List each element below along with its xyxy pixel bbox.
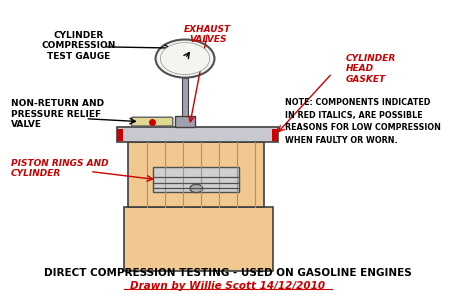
Text: CYLINDER
HEAD
GASKET: CYLINDER HEAD GASKET [346, 54, 396, 84]
Circle shape [155, 39, 214, 78]
Bar [175, 116, 195, 128]
Text: EXHAUST
VALVES: EXHAUST VALVES [184, 25, 231, 44]
Bar [117, 128, 278, 142]
Bar [182, 78, 188, 116]
Bar [153, 167, 239, 192]
Bar [128, 142, 264, 207]
Text: NON-RETURN AND
PRESSURE RELIEF
VALVE: NON-RETURN AND PRESSURE RELIEF VALVE [10, 99, 104, 129]
Text: PISTON RINGS AND
CYLINDER: PISTON RINGS AND CYLINDER [10, 159, 108, 178]
Text: NOTE: COMPONENTS INDICATED
IN RED ITALICS, ARE POSSIBLE
REASONS FOR LOW COMPRESS: NOTE: COMPONENTS INDICATED IN RED ITALIC… [285, 98, 440, 145]
Bar [272, 129, 278, 141]
Text: DIRECT COMPRESSION TESTING - USED ON GASOLINE ENGINES: DIRECT COMPRESSION TESTING - USED ON GAS… [44, 268, 412, 278]
Circle shape [190, 184, 203, 193]
FancyBboxPatch shape [132, 117, 173, 126]
Bar [117, 129, 123, 141]
Text: Drawn by Willie Scott 14/12/2010: Drawn by Willie Scott 14/12/2010 [130, 281, 326, 291]
Bar [124, 207, 273, 271]
Circle shape [160, 43, 210, 75]
Text: CYLINDER
COMPRESSION
TEST GAUGE: CYLINDER COMPRESSION TEST GAUGE [41, 31, 116, 60]
